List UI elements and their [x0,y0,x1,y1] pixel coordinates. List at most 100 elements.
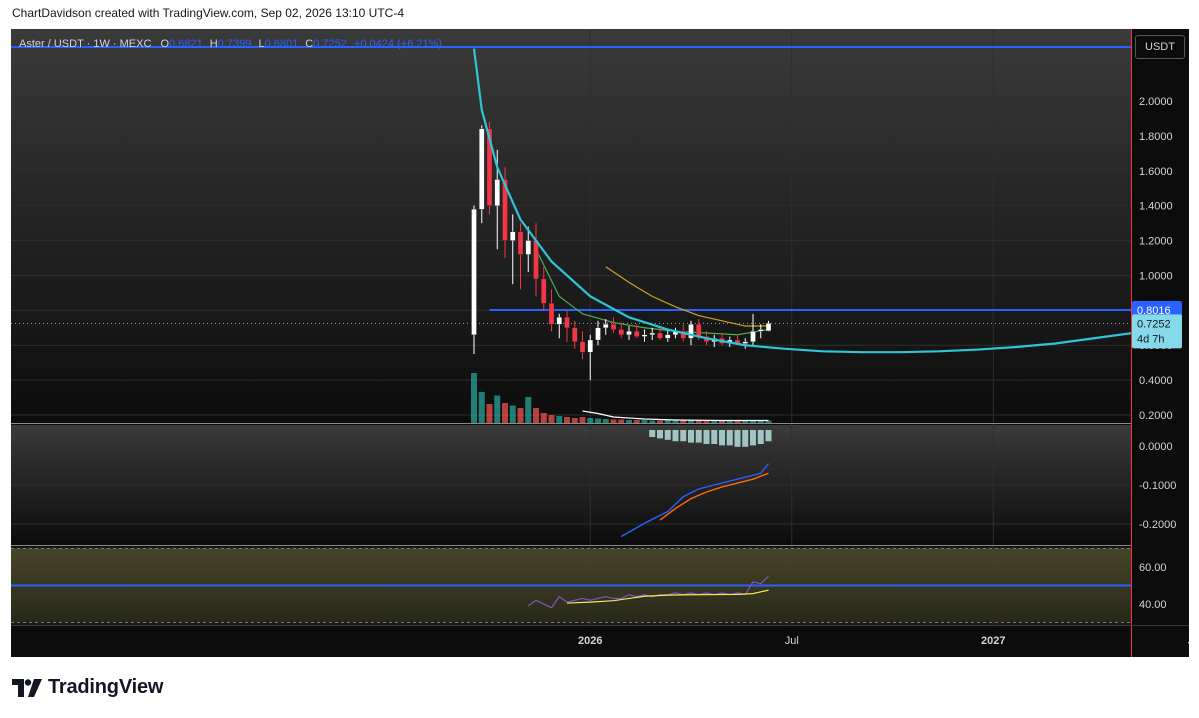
fit-curve[interactable] [472,48,1189,354]
candle [548,303,555,325]
last-price-label: 0.7252 [1137,318,1171,330]
volume-bar [641,420,648,423]
time-tick-label: Jul [785,635,799,647]
macd-tick-label: 0.0000 [1139,441,1173,453]
ema-orange-line [605,266,769,327]
candle [587,339,593,353]
macd-histogram-bar [664,430,671,440]
countdown-label: 4d 7h [1137,333,1165,345]
low-label: L [258,38,265,50]
candle [657,332,663,339]
candle [765,323,772,332]
volume-bar [664,420,671,423]
price-tick-label: 1.2000 [1139,236,1173,248]
symbol-label: Aster / USDT · 1W · MEXC [19,38,152,50]
macd-histogram-bar [742,430,749,447]
brand-name: TradingView [48,676,164,698]
volume-bar [509,405,516,423]
volume-bar [750,420,756,423]
macd-histogram-bar [757,430,764,444]
macd-histogram-bar [649,430,656,437]
price-tick-label: 1.8000 [1139,131,1173,143]
tradingview-logo-icon [12,678,42,697]
close-label: C [305,38,314,50]
candle [610,324,617,330]
macd-line [620,463,770,538]
last-price-badge-bg [1132,314,1182,349]
volume-bar [502,403,508,423]
volume-ma-line [582,410,769,422]
macd-histogram-bar [688,430,694,443]
candle [758,329,764,332]
macd-histogram-bar [726,430,733,446]
rsi-ma-line [566,589,769,604]
volume-bar [525,397,532,423]
candle [634,331,640,337]
volume-bar [680,420,687,423]
candle [688,324,694,339]
signal-line [659,472,769,521]
open-label: O [160,38,170,50]
candle [665,334,671,339]
volume-bar [556,416,563,423]
volume-bar [602,419,609,423]
open-value: 0.6821 [169,38,203,50]
volume-bar [618,419,625,423]
volume-bar [757,420,764,423]
volume-bar [688,420,694,423]
price-tick-label: 2.0000 [1139,96,1173,108]
change-value: +0.0424 (+6.21%) [353,38,443,50]
candle [486,128,493,206]
candle [742,341,748,344]
high-label: H [209,38,218,50]
volume-bar [672,420,679,423]
volume-bar [649,420,656,423]
volume-bar [478,392,485,423]
candle [556,317,562,325]
macd-histogram-bar [657,430,663,439]
last-price-badge: 0.7252 4d 7h [1132,314,1182,349]
volume-bar [719,420,725,423]
price-tick-label: 1.0000 [1139,270,1173,282]
candle [603,324,609,328]
time-tick-label: Jul [1188,635,1189,647]
candle [541,278,547,304]
symbol-legend[interactable]: Aster / USDT · 1W · MEXC O0.6821 H0.7399… [19,38,442,50]
price-tick-label: 0.4000 [1139,375,1173,387]
candle [494,179,500,206]
candle [517,231,524,255]
chart-svg[interactable]: 2.0000 1.8000 1.6000 1.4000 1.2000 1.0000 0.80… [11,29,1189,657]
volume-bar [579,417,586,423]
macd-histogram-bar [719,430,725,446]
volume-bar [703,420,710,423]
candle [696,324,702,337]
candle [641,334,648,337]
volume-bar [695,420,702,423]
macd-histogram-bar [680,430,687,442]
candle [510,231,516,241]
candle [525,240,531,255]
macd-tick-label: -0.1000 [1139,480,1176,492]
rsi-tick-label: 60.00 [1139,562,1167,574]
macd-histogram-bar [703,430,710,444]
attribution-text: ChartDavidson created with TradingView.c… [12,6,404,20]
tradingview-brand: TradingView [12,676,163,699]
candle [533,240,539,280]
volume-bar [517,408,524,423]
candle [680,331,686,339]
volume-bar [571,418,578,423]
volume-bar [765,420,772,423]
volume-bar [610,419,617,423]
volume-bar [540,413,547,423]
close-value: 0.7252 [313,38,347,50]
time-tick-label: 2027 [981,635,1005,647]
price-tick-label: 1.4000 [1139,201,1173,213]
high-value: 0.7399 [217,38,252,50]
low-value: 0.6801 [264,38,299,50]
macd-histogram-bar [765,430,772,442]
chart-frame: 2.0000 1.8000 1.6000 1.4000 1.2000 1.0000 0.80… [11,29,1189,657]
currency-button[interactable]: USDT [1135,35,1185,59]
candle [572,327,578,342]
volume-bar [626,420,632,423]
price-pane-bg [11,29,1131,423]
